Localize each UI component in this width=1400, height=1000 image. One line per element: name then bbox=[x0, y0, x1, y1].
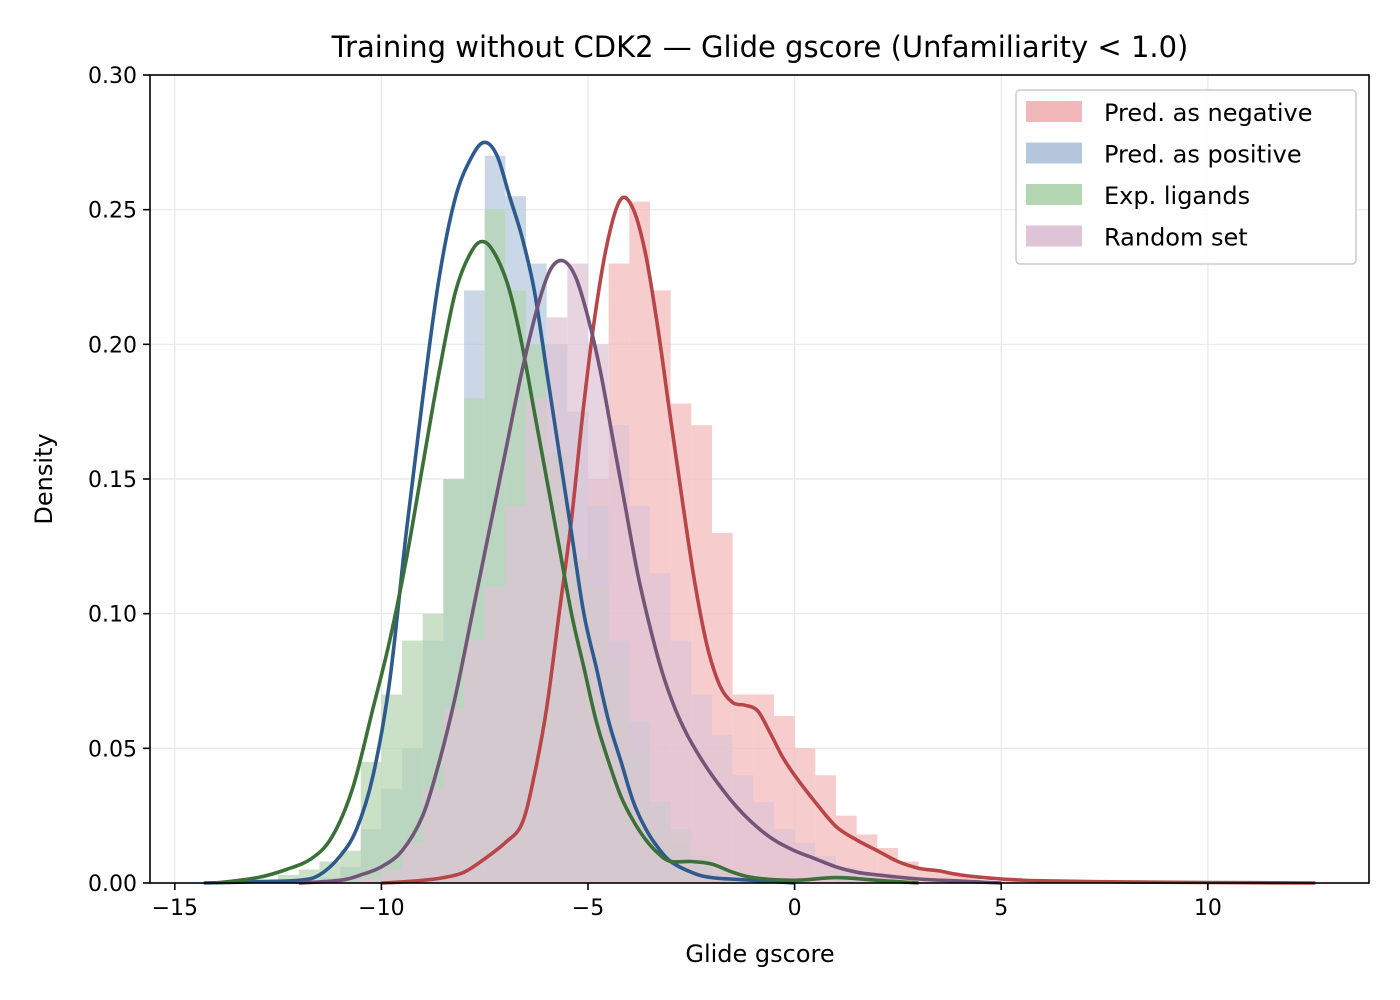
y-tick-label: 0.00 bbox=[88, 872, 137, 897]
legend-label: Pred. as positive bbox=[1104, 141, 1302, 169]
legend-label: Exp. ligands bbox=[1104, 182, 1250, 210]
histogram-bar bbox=[939, 872, 960, 883]
histogram-bar bbox=[711, 734, 733, 883]
histogram-bar bbox=[588, 344, 609, 883]
x-tick-label: −15 bbox=[152, 896, 198, 921]
legend-swatch bbox=[1026, 142, 1082, 164]
legend-swatch bbox=[1026, 225, 1082, 247]
legend: Pred. as negative Pred. as positive Exp. l… bbox=[1015, 89, 1357, 265]
histogram-bar bbox=[402, 640, 423, 883]
histogram-bar bbox=[732, 775, 754, 883]
histogram-bar bbox=[629, 505, 650, 883]
kde-curves bbox=[203, 140, 1316, 885]
y-axis-label: Density bbox=[30, 433, 58, 524]
x-tick-label: 5 bbox=[994, 896, 1008, 921]
legend-box bbox=[1015, 89, 1357, 265]
histogram-bar bbox=[464, 640, 485, 883]
x-tick-label: −10 bbox=[358, 896, 404, 921]
histogram-bar bbox=[505, 505, 527, 883]
histogram-bar bbox=[856, 872, 878, 883]
x-tick-label: 10 bbox=[1194, 896, 1222, 921]
histogram-bar bbox=[753, 802, 774, 883]
histogram-bar bbox=[360, 761, 382, 883]
histogram-bar bbox=[526, 398, 547, 883]
histogram-series-3 bbox=[360, 263, 898, 883]
histogram-bar bbox=[794, 842, 816, 883]
histogram-bar bbox=[443, 707, 465, 883]
y-tick-label: 0.20 bbox=[88, 333, 137, 358]
histogram-bar bbox=[484, 586, 506, 883]
histogram-bar bbox=[608, 425, 630, 883]
legend-swatch bbox=[1026, 184, 1082, 205]
histograms bbox=[278, 155, 1229, 884]
kde-line-series-3 bbox=[298, 258, 1002, 885]
legend-swatch bbox=[1026, 101, 1082, 122]
histogram-bar bbox=[691, 694, 712, 883]
histogram-bar bbox=[773, 829, 795, 883]
histogram-bar bbox=[546, 317, 568, 883]
kde-line-series-0 bbox=[381, 195, 1316, 885]
kde-line-series-1 bbox=[203, 140, 795, 885]
histogram-bar bbox=[381, 869, 403, 883]
legend-label: Pred. as negative bbox=[1104, 99, 1312, 127]
y-tick-label: 0.10 bbox=[88, 603, 137, 628]
histogram-bar bbox=[381, 694, 403, 883]
x-tick-label: 0 bbox=[788, 896, 802, 921]
axis-ticks: −15 −10 −5 0 5 10 0.00 0.05 0.10 0.15 0.20 0.25 0.30 bbox=[88, 64, 1222, 921]
histogram-bar bbox=[959, 874, 981, 883]
kde-line-series-2 bbox=[215, 239, 919, 885]
histogram-bar bbox=[670, 640, 692, 883]
x-axis-label: Glide gscore bbox=[685, 940, 834, 968]
legend-label: Random set bbox=[1104, 224, 1248, 252]
chart-title: Training without CDK2 — Glide gscore (Un… bbox=[331, 30, 1189, 64]
histogram-bar bbox=[649, 573, 671, 883]
y-tick-label: 0.30 bbox=[88, 64, 137, 89]
y-tick-label: 0.05 bbox=[88, 737, 137, 762]
histogram-bar bbox=[278, 874, 299, 883]
histogram-bar bbox=[319, 861, 341, 883]
histogram-bar bbox=[422, 788, 444, 883]
y-tick-label: 0.15 bbox=[88, 468, 137, 493]
y-tick-label: 0.25 bbox=[88, 199, 137, 224]
histogram-bar bbox=[360, 877, 382, 883]
histogram-bar bbox=[402, 842, 423, 883]
x-tick-label: −5 bbox=[572, 896, 604, 921]
